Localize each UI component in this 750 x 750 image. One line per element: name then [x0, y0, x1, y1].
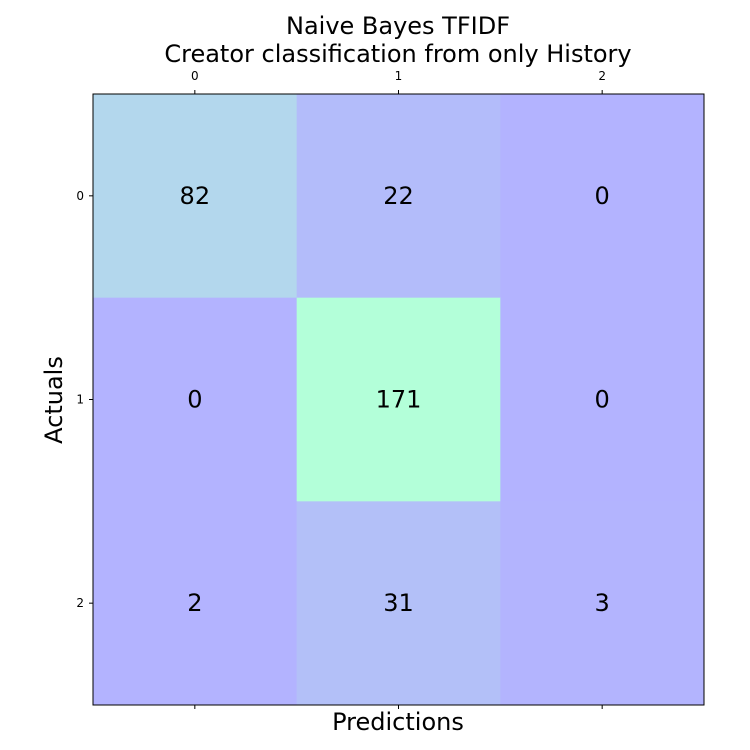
heatmap-cell-values: 82 22 0 0 171 0 2 31 3 — [180, 182, 610, 617]
x-axis-ticks: 0 1 2 — [191, 69, 606, 709]
cell-value-r2-c2: 3 — [595, 589, 610, 617]
heatmap-cell-r2-c0 — [93, 501, 298, 706]
heatmap-cell-r0-c2 — [500, 94, 705, 299]
y-tick-label-2: 2 — [76, 596, 84, 610]
x-tick-label-2: 2 — [598, 69, 606, 83]
cell-value-r1-c2: 0 — [595, 386, 610, 414]
heatmap-cell-r1-c1 — [296, 297, 501, 502]
x-axis-label: Predictions — [332, 708, 464, 736]
cell-value-r1-c1: 171 — [376, 386, 422, 414]
heatmap-cell-r0-c1 — [296, 94, 501, 299]
heatmap-cell-r2-c2 — [500, 501, 705, 706]
heatmap-cell-r1-c0 — [93, 297, 298, 502]
heatmap-cell-r2-c1 — [296, 501, 501, 706]
x-tick-label-0: 0 — [191, 69, 199, 83]
heatmap-cells — [93, 94, 705, 706]
heatmap-cell-r1-c2 — [500, 297, 705, 502]
chart-title-line-1: Naive Bayes TFIDF — [286, 12, 510, 40]
x-tick-label-1: 1 — [395, 69, 403, 83]
y-tick-label-1: 1 — [76, 393, 84, 407]
heatmap-cell-r0-c0 — [93, 94, 298, 299]
cell-value-r2-c0: 2 — [187, 589, 202, 617]
y-axis-ticks: 0 1 2 — [76, 189, 93, 610]
cell-value-r0-c1: 22 — [383, 182, 414, 210]
cell-value-r0-c0: 82 — [180, 182, 211, 210]
cell-value-r1-c0: 0 — [187, 386, 202, 414]
chart-title-line-2: Creator classification from only History — [164, 40, 631, 68]
cell-value-r0-c2: 0 — [595, 182, 610, 210]
y-axis-label: Actuals — [40, 356, 68, 444]
y-tick-label-0: 0 — [76, 189, 84, 203]
cell-value-r2-c1: 31 — [383, 589, 414, 617]
